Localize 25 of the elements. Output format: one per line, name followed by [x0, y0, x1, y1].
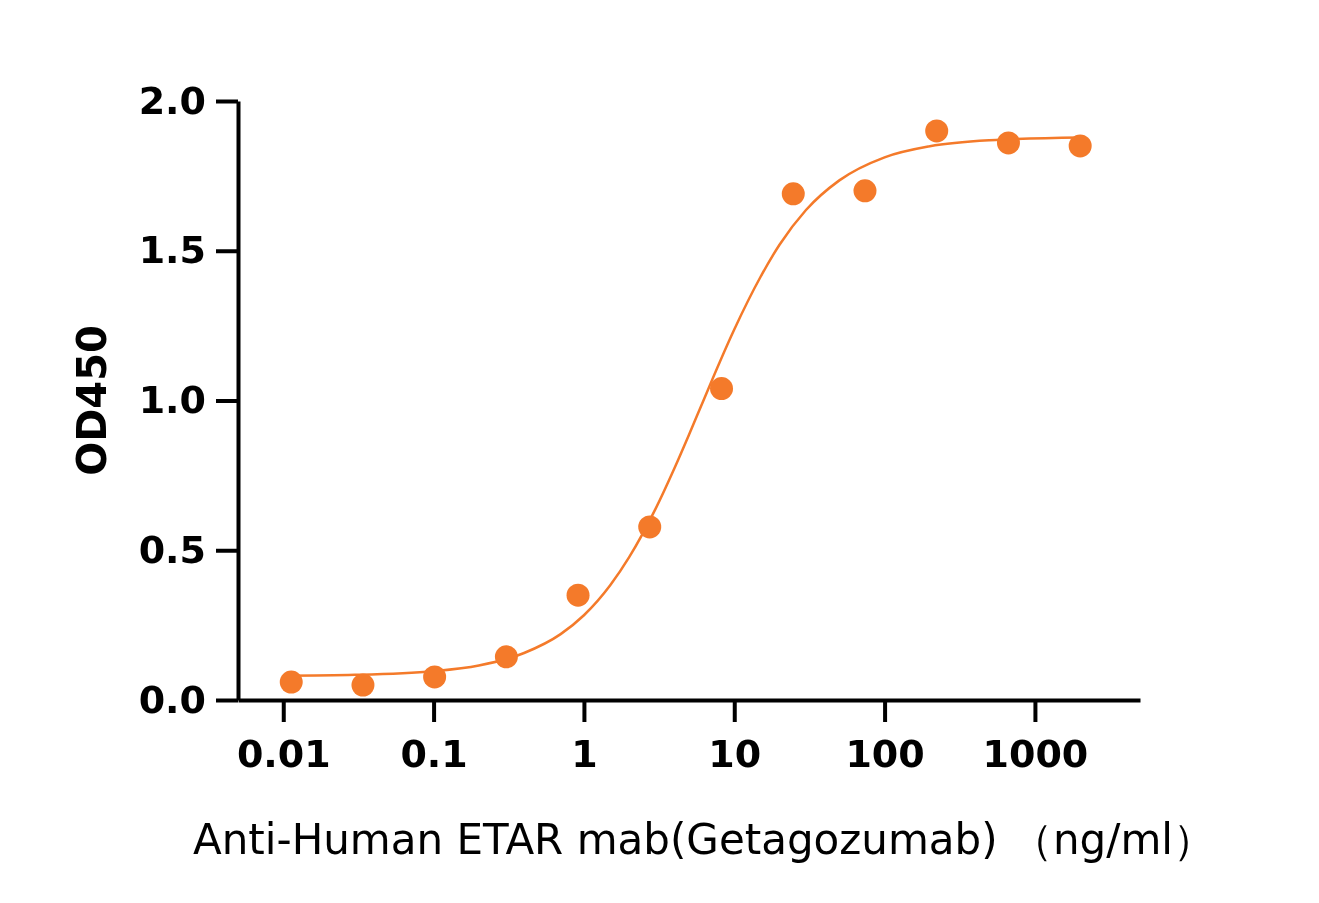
point	[853, 179, 877, 203]
y-tick-label: 0.0	[138, 677, 206, 722]
x-axis-title: Anti-Human ETAR mab(Getagozumab) （ng/ml）	[192, 815, 1216, 864]
y-tick-label: 1.5	[138, 228, 206, 273]
point	[279, 670, 303, 694]
y-tick-label: 2.0	[138, 78, 206, 123]
x-tick-label: 1000	[982, 731, 1089, 776]
point	[781, 182, 805, 206]
point	[351, 673, 375, 697]
x-tick-label: 10	[708, 731, 762, 776]
x-tick-label: 0.01	[236, 731, 331, 776]
point	[638, 515, 662, 539]
y-tick-label: 0.5	[138, 527, 206, 572]
y-tick-label: 1.0	[138, 378, 206, 423]
x-tick-label: 1	[571, 731, 598, 776]
x-tick-label: 100	[845, 731, 925, 776]
y-axis-title: OD450	[69, 325, 115, 476]
point	[996, 131, 1020, 155]
point	[710, 377, 734, 401]
point	[925, 119, 949, 143]
point	[423, 665, 447, 689]
point	[566, 583, 590, 607]
x-tick-label: 0.1	[400, 731, 468, 776]
point	[494, 645, 518, 669]
point	[1068, 134, 1092, 158]
